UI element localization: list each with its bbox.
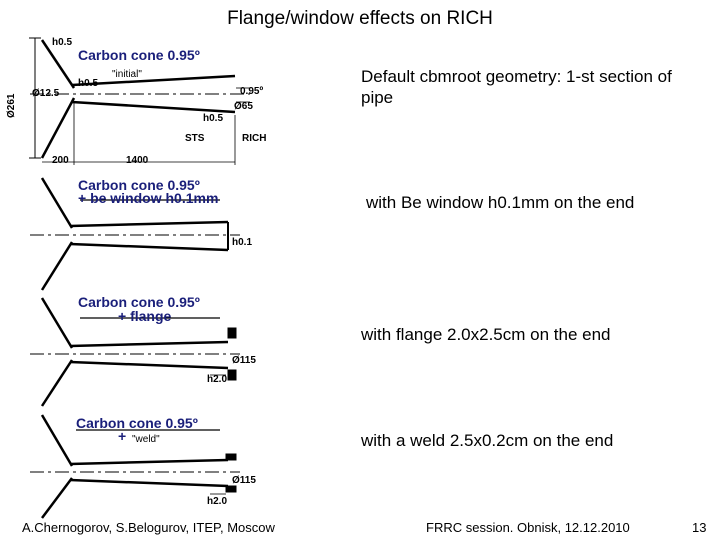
panel3-diam115: Ø115 (232, 355, 256, 366)
panel-weld (30, 414, 240, 519)
panel-flange (30, 297, 240, 407)
footer-event: FRRC session. Obnisk, 12.12.2010 (426, 520, 630, 535)
panel3-h20: h2.0 (207, 374, 227, 385)
panel2-h01: h0.1 (232, 237, 252, 248)
panel4-caption: Carbon cone 0.95º (76, 415, 198, 431)
panel1-subcaption: "initial" (112, 69, 142, 80)
slide-title: Flange/window effects on RICH (227, 8, 493, 29)
panel1-rich-label: RICH (242, 133, 266, 144)
panel4-diam115: Ø115 (232, 475, 256, 486)
panel1-sts-label: STS (185, 133, 205, 144)
panel-be-window (30, 177, 240, 291)
panel3-subcaption: + flange (118, 308, 172, 324)
description-flange: with flange 2.0x2.5cm on the end (361, 325, 611, 344)
panel1-h05-low: h0.5 (203, 113, 223, 124)
panel4-subcaption: "weld" (132, 434, 160, 445)
panel1-dim-1400: 1400 (126, 155, 149, 166)
description-default: Default cbmroot geometry: 1-st section o… (361, 67, 672, 107)
panel-initial (29, 37, 250, 165)
panel4-h20: h2.0 (207, 496, 227, 507)
panel1-caption: Carbon cone 0.95º (78, 47, 200, 63)
panel1-dim-200: 200 (52, 155, 69, 166)
panel1-diam65: Ø65 (234, 101, 253, 112)
description-be-window: with Be window h0.1mm on the end (366, 193, 635, 212)
panel1-diam261: Ø261 (6, 93, 17, 118)
panel3-caption: Carbon cone 0.95º (78, 294, 200, 310)
page-number: 13 (692, 520, 707, 535)
panel1-diam125: Ø12.5 (32, 88, 60, 99)
panel1-angle: 0.95º (240, 86, 263, 97)
panel1-h05-mid: h0.5 (78, 78, 98, 89)
footer-authors: A.Chernogorov, S.Belogurov, ITEP, Moscow (22, 520, 275, 535)
pipe-geometry-drawing: Carbon cone 0.95º "initial" h0.5 Ø261 Ø1… (6, 37, 266, 519)
panel2-caption: Carbon cone 0.95º (78, 177, 200, 193)
panel4-plus: + (118, 428, 126, 444)
description-weld: with a weld 2.5x0.2cm on the end (361, 431, 614, 450)
panel2-subcaption: + be window h0.1mm (78, 190, 218, 206)
panel1-h05-top: h0.5 (52, 37, 72, 48)
